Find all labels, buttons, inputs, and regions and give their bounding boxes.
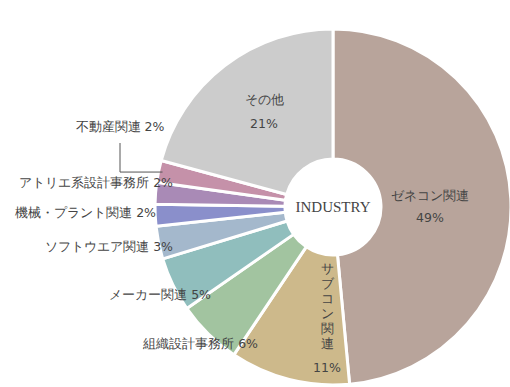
category-label: 組織設計事務所 — [142, 336, 234, 351]
category-label: ソフトウエア関連 — [45, 239, 149, 254]
slice — [155, 204, 285, 226]
category-char: コ — [321, 291, 334, 306]
data-label: ソフトウエア関連 3% — [45, 239, 173, 254]
slice — [161, 29, 333, 194]
category-char: サ — [321, 261, 334, 276]
title: INDUSTRY — [295, 199, 370, 215]
category-label: 機械・プラント関連 — [15, 205, 132, 220]
value-label: 2% — [145, 119, 165, 134]
data-label: メーカー関連 5% — [109, 287, 211, 302]
leader-line — [120, 143, 163, 172]
value-label: 5% — [191, 287, 211, 302]
data-labels: ゼネコン関連 49% サブコン関連 11% 組織設計事務所 6% メーカー関連 5% ソフトウエ… — [15, 92, 469, 375]
category-char: ブ — [321, 276, 335, 291]
value-label: 11% — [313, 360, 341, 375]
category-label: ゼネコン関連 — [391, 188, 469, 203]
category-char: 関 — [321, 321, 334, 336]
value-label: 6% — [238, 336, 258, 351]
value-label: 3% — [153, 239, 173, 254]
category-label: その他 — [245, 92, 284, 107]
data-label: 組織設計事務所 6% — [142, 336, 258, 351]
category-label: メーカー関連 — [109, 287, 187, 302]
value-label: 49% — [416, 210, 444, 225]
slices — [155, 29, 510, 385]
chart: INDUSTRY ゼネコン関連 49% サブコン関連 11% 組織設計事務所 6% メーカー関… — [0, 0, 510, 387]
category-label: サブコン関連 — [321, 261, 335, 351]
value-label: 21% — [250, 116, 278, 131]
category-label: 不動産関連 — [76, 119, 141, 134]
value-label: 2% — [153, 175, 173, 190]
category-label: アトリエ系設計事務所 — [19, 175, 149, 190]
data-label: アトリエ系設計事務所 2% — [19, 175, 173, 190]
data-label: 機械・プラント関連 2% — [15, 205, 156, 220]
category-char: 連 — [321, 336, 334, 351]
value-label: 2% — [136, 205, 156, 220]
category-char: ン — [321, 306, 334, 321]
data-label: 不動産関連 2% — [76, 119, 165, 134]
